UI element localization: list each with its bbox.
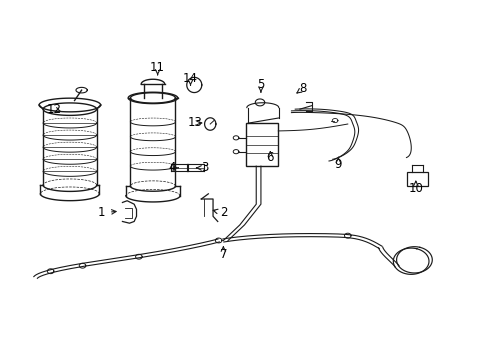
- Text: 5: 5: [257, 78, 264, 91]
- Text: 14: 14: [183, 72, 198, 85]
- Text: 12: 12: [47, 103, 62, 116]
- Text: 11: 11: [150, 61, 165, 74]
- Text: 9: 9: [334, 158, 342, 171]
- Text: 3: 3: [201, 161, 208, 174]
- Text: 8: 8: [299, 82, 306, 95]
- Text: 13: 13: [187, 117, 202, 130]
- Text: 7: 7: [219, 248, 226, 261]
- Bar: [406, 172, 427, 186]
- Text: 10: 10: [407, 182, 423, 195]
- Text: 4: 4: [168, 161, 175, 174]
- Bar: [246, 123, 278, 166]
- Text: 6: 6: [266, 151, 273, 164]
- Text: 2: 2: [219, 206, 226, 219]
- Text: 1: 1: [98, 206, 105, 219]
